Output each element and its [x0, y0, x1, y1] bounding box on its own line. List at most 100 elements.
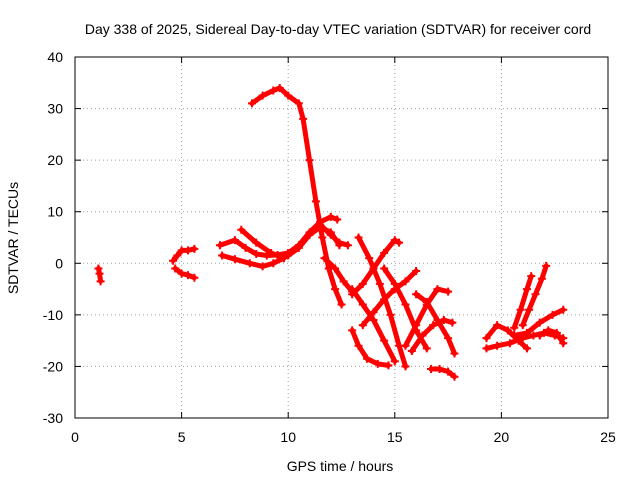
series-arc-20 — [407, 316, 457, 355]
data-point — [331, 285, 340, 294]
data-point — [369, 308, 378, 317]
data-point — [535, 331, 544, 340]
data-point — [333, 215, 342, 224]
data-point — [384, 361, 393, 370]
tick-layer — [74, 56, 609, 419]
data-point — [273, 251, 282, 260]
data-point — [516, 305, 525, 314]
data-point — [380, 295, 389, 304]
data-point — [247, 99, 256, 108]
y-tick-label: 30 — [47, 101, 63, 117]
data-point — [522, 344, 531, 353]
y-tick-label: 20 — [47, 152, 63, 168]
data-point — [482, 334, 491, 343]
series-arc-26 — [510, 305, 568, 340]
y-tick-label: 40 — [47, 49, 63, 65]
data-point — [230, 255, 239, 264]
data-point — [482, 344, 491, 353]
data-point — [320, 254, 329, 263]
y-tick-labels: -30 -20 -10 0 10 20 30 40 — [43, 49, 63, 426]
data-point — [331, 264, 340, 273]
data-point — [503, 326, 512, 335]
series-arc-1 — [94, 264, 105, 286]
data-point — [429, 321, 438, 330]
y-tick-label: -30 — [43, 410, 63, 426]
data-point — [401, 277, 410, 286]
series-arc-10 — [316, 220, 352, 250]
data-point — [433, 285, 442, 294]
data-point — [299, 114, 308, 123]
data-point — [358, 279, 367, 288]
series-arc-27 — [535, 326, 568, 348]
x-tick-label: 0 — [71, 429, 79, 445]
data-point — [380, 248, 389, 257]
data-point — [169, 256, 178, 265]
data-point — [173, 251, 182, 260]
data-point — [363, 354, 372, 363]
data-point — [358, 300, 367, 309]
data-point — [444, 334, 453, 343]
data-point — [522, 285, 531, 294]
data-point — [375, 279, 384, 288]
data-point — [365, 254, 374, 263]
data-point — [284, 251, 293, 260]
data-point — [518, 321, 527, 330]
data-point — [439, 316, 448, 325]
data-point — [318, 233, 327, 242]
data-point — [448, 318, 457, 327]
data-point — [348, 326, 357, 335]
data-point — [284, 91, 293, 100]
series-arc-7 — [247, 83, 346, 309]
data-point — [390, 357, 399, 366]
data-point — [326, 212, 335, 221]
data-point — [267, 248, 276, 257]
data-point — [94, 264, 103, 273]
data-point — [190, 244, 199, 253]
data-point — [559, 339, 568, 348]
data-point — [435, 365, 444, 374]
data-point — [252, 238, 261, 247]
data-point — [386, 310, 395, 319]
data-point — [316, 220, 325, 229]
data-point — [237, 225, 246, 234]
data-point — [544, 326, 553, 335]
data-point — [535, 318, 544, 327]
x-tick-label: 25 — [600, 429, 616, 445]
data-point — [542, 261, 551, 270]
series-line — [537, 327, 566, 346]
data-point — [369, 264, 378, 273]
data-point — [522, 328, 531, 337]
x-tick-label: 15 — [387, 429, 403, 445]
data-point — [95, 269, 104, 278]
series-arc-21 — [427, 365, 459, 381]
data-point — [380, 336, 389, 345]
data-point — [358, 321, 367, 330]
series-line — [428, 366, 457, 380]
data-point — [531, 290, 540, 299]
data-point — [422, 344, 431, 353]
data-point — [96, 277, 105, 286]
data-point — [305, 156, 314, 165]
x-tick-label: 10 — [280, 429, 296, 445]
x-tick-labels: 0 5 10 15 20 25 — [71, 429, 616, 445]
chart-title: Day 338 of 2025, Sidereal Day-to-day VTE… — [85, 21, 591, 37]
data-point — [444, 287, 453, 296]
data-point — [183, 271, 192, 280]
series-arc-2 — [169, 244, 199, 265]
x-axis-title: GPS time / hours — [287, 458, 394, 474]
data-point — [390, 236, 399, 245]
data-point — [412, 267, 421, 276]
data-point — [177, 269, 186, 278]
data-point — [401, 300, 410, 309]
y-tick-label: -10 — [43, 307, 63, 323]
data-point — [354, 341, 363, 350]
series-arc-19 — [412, 290, 459, 358]
data-point — [343, 241, 352, 250]
data-point — [510, 323, 519, 332]
series-layer — [94, 83, 568, 381]
data-point — [252, 250, 261, 259]
data-point — [215, 241, 224, 250]
data-point — [311, 197, 320, 206]
